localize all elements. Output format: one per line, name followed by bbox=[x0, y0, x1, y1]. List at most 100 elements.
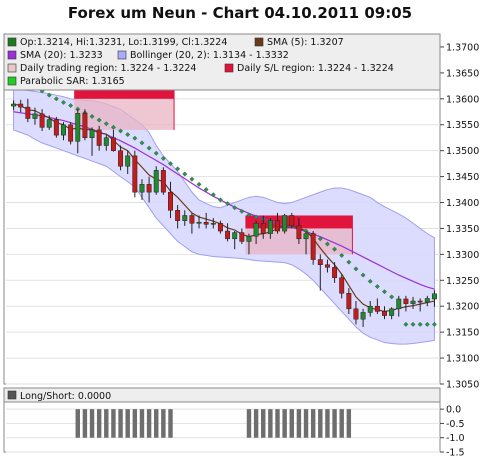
sar-point bbox=[125, 132, 131, 138]
y-tick-label: 1.3050 bbox=[446, 380, 479, 391]
candle-down bbox=[374, 305, 380, 312]
sar-point bbox=[139, 140, 145, 146]
candle-down bbox=[189, 215, 195, 224]
legend: Op:1.3214, Hi:1.3231, Lo:1.3199, Cl:1.32… bbox=[7, 37, 394, 87]
sar-point bbox=[253, 214, 259, 220]
sar-point bbox=[118, 128, 124, 134]
legend-swatch bbox=[117, 50, 127, 60]
candle-up bbox=[196, 221, 202, 224]
y-tick-label: 1.3300 bbox=[446, 250, 479, 261]
y-tick-label: -1.5 bbox=[446, 448, 465, 457]
legend-label: SMA (5): 1.3207 bbox=[267, 37, 344, 48]
sar-point bbox=[160, 155, 166, 161]
candle-up bbox=[303, 233, 309, 240]
legend-label: Bollinger (20, 2): 1.3134 - 1.3332 bbox=[130, 50, 289, 61]
sar-point bbox=[89, 113, 95, 119]
longshort-bar bbox=[111, 409, 116, 438]
candle-down bbox=[310, 233, 316, 260]
candle-up bbox=[431, 293, 437, 300]
longshort-bar bbox=[282, 409, 287, 438]
sar-point bbox=[353, 266, 359, 272]
y-tick-label: 1.3250 bbox=[446, 276, 479, 287]
price-axis: 1.3700 1.3650 1.3600 1.3550 1.3500 1.3450 1.34… bbox=[440, 42, 479, 391]
sar-point bbox=[424, 321, 430, 327]
sar-point bbox=[360, 272, 366, 278]
candle-down bbox=[53, 119, 59, 136]
sar-point bbox=[153, 150, 159, 156]
candle-down bbox=[353, 308, 359, 320]
candle-down bbox=[25, 106, 31, 119]
candle-up bbox=[267, 220, 273, 234]
longshort-bar bbox=[139, 409, 145, 438]
legend-swatch bbox=[254, 37, 264, 47]
sar-point bbox=[68, 103, 74, 109]
candle-up bbox=[246, 235, 252, 242]
candle-up bbox=[367, 305, 373, 313]
sar-point bbox=[168, 161, 173, 167]
candle-up bbox=[253, 223, 259, 237]
candle-down bbox=[239, 232, 245, 242]
longshort-bar bbox=[104, 409, 109, 438]
longshort-bar bbox=[246, 409, 252, 438]
longshort-bar bbox=[82, 409, 88, 438]
y-tick-label: 1.3400 bbox=[446, 198, 479, 209]
y-tick-label: 1.3350 bbox=[446, 224, 479, 235]
y-tick-label: 1.3600 bbox=[446, 94, 479, 105]
candle-up bbox=[139, 184, 145, 193]
sar-point bbox=[431, 321, 437, 327]
legend-box bbox=[3, 33, 441, 91]
candle-up bbox=[282, 215, 288, 232]
longshort-legend: Long/Short: 0.0000 bbox=[7, 390, 111, 402]
candle-up bbox=[424, 298, 430, 303]
sar-point bbox=[196, 181, 202, 187]
longshort-bar bbox=[96, 409, 102, 438]
sar-point bbox=[232, 205, 238, 211]
candle-up bbox=[75, 113, 81, 142]
longshort-legend-box bbox=[3, 387, 441, 403]
y-tick-label: 1.3100 bbox=[446, 354, 479, 365]
legend-swatch bbox=[7, 390, 17, 400]
sar-point bbox=[132, 135, 138, 141]
candle-down bbox=[96, 129, 102, 146]
candle-down bbox=[82, 113, 88, 138]
sar-point bbox=[332, 246, 338, 252]
sar-point bbox=[146, 145, 152, 151]
candle-up bbox=[396, 298, 402, 310]
candle-down bbox=[132, 155, 138, 193]
y-tick-label: 1.3500 bbox=[446, 146, 479, 157]
y-tick-label: -0.5 bbox=[446, 419, 465, 430]
sar-point bbox=[182, 171, 188, 177]
candle-up bbox=[232, 232, 238, 240]
legend-label: Long/Short: 0.0000 bbox=[20, 391, 111, 402]
legend-swatch bbox=[7, 37, 17, 47]
legend-swatch bbox=[224, 63, 234, 73]
candle-down bbox=[68, 124, 74, 142]
candle-down bbox=[225, 230, 231, 240]
longshort-bar bbox=[146, 409, 152, 438]
candle-down bbox=[324, 264, 330, 268]
sar-point bbox=[417, 321, 423, 327]
candles bbox=[11, 98, 437, 327]
candle-down bbox=[260, 223, 266, 234]
candle-down bbox=[275, 220, 280, 232]
longshort-bar bbox=[253, 409, 259, 438]
candle-down bbox=[346, 293, 352, 310]
sar-point bbox=[53, 96, 59, 102]
candle-up bbox=[153, 170, 159, 193]
candle-down bbox=[296, 225, 302, 240]
candle-down bbox=[203, 221, 209, 225]
sar-point bbox=[367, 278, 373, 284]
candle-up bbox=[61, 124, 66, 136]
candle-up bbox=[389, 308, 395, 316]
sar-point bbox=[339, 252, 345, 258]
sar-point bbox=[103, 121, 109, 127]
sar-point bbox=[239, 208, 245, 214]
sar-point bbox=[410, 321, 416, 327]
candle-down bbox=[175, 210, 181, 221]
chart-title: Forex um Neun - Chart 04.10.2011 09:05 bbox=[67, 4, 413, 22]
legend-swatch bbox=[7, 50, 17, 60]
sar-point bbox=[403, 321, 409, 327]
longshort-bar bbox=[332, 409, 337, 438]
y-tick-label: 1.3450 bbox=[446, 172, 479, 183]
